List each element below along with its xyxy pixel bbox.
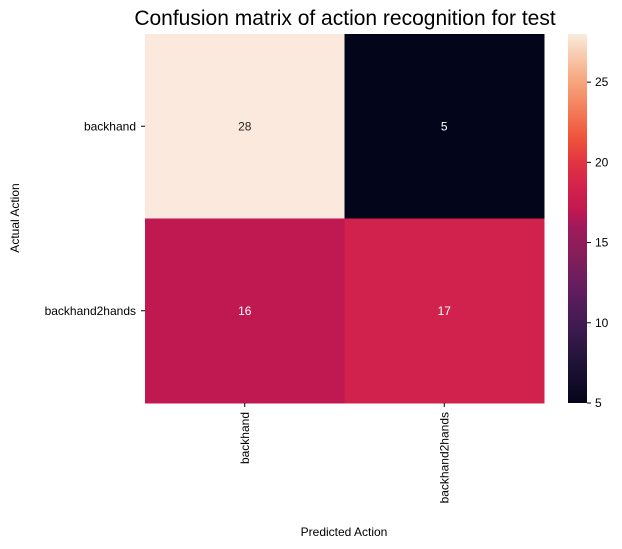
colorbar-tick-label: 5 xyxy=(595,396,602,410)
y-axis-ticks: backhand backhand2hands xyxy=(45,119,145,318)
heatmap-cell xyxy=(145,218,345,404)
heatmap-cells xyxy=(145,34,545,404)
cell-value-label: 5 xyxy=(441,119,448,133)
cell-value-label: 17 xyxy=(438,304,452,318)
colorbar-tick-label: 10 xyxy=(595,316,609,330)
x-axis-label: Predicted Action xyxy=(301,525,388,539)
y-axis-label: Actual Action xyxy=(8,183,22,252)
colorbar-tick-label: 20 xyxy=(595,155,609,169)
colorbar xyxy=(568,34,587,403)
heatmap-cell xyxy=(344,218,545,404)
colorbar-tick-label: 25 xyxy=(595,75,609,89)
x-tick-label: backhand xyxy=(238,412,252,464)
colorbar-ticks: 5 10 15 20 25 xyxy=(587,75,609,410)
y-tick-label: backhand2hands xyxy=(45,304,136,318)
cell-value-label: 16 xyxy=(238,304,252,318)
y-tick-label: backhand xyxy=(84,119,136,133)
x-tick-label: backhand2hands xyxy=(437,412,451,503)
heatmap-cell-labels: 28 5 16 17 xyxy=(238,119,451,318)
heatmap-cell xyxy=(145,34,345,219)
chart-title: Confusion matrix of action recognition f… xyxy=(134,7,556,30)
x-axis-ticks: backhand backhand2hands xyxy=(238,403,451,503)
cell-value-label: 28 xyxy=(238,119,252,133)
heatmap-cell xyxy=(344,34,545,219)
colorbar-tick-label: 15 xyxy=(595,236,609,250)
